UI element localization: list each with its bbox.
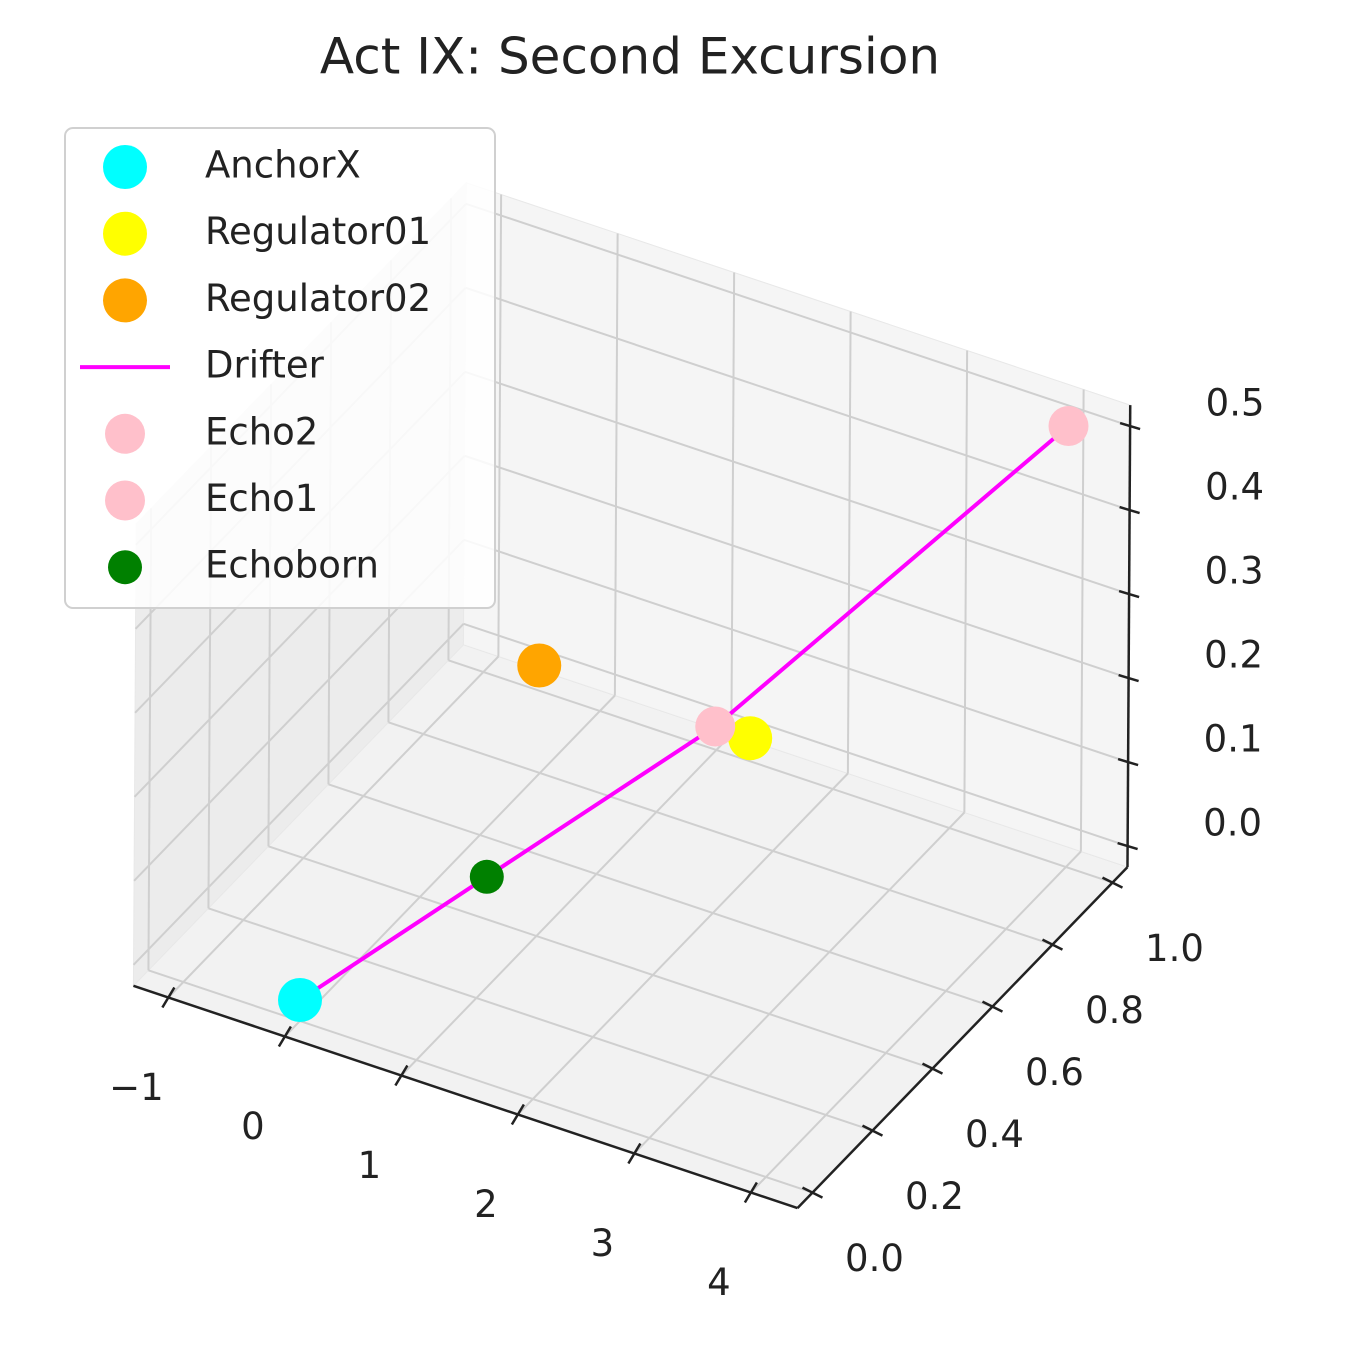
x-tick-mark	[394, 1064, 409, 1087]
y-tick-mark	[861, 1124, 884, 1137]
grid-line	[388, 721, 1053, 946]
grid-line	[148, 969, 813, 1194]
legend-marker	[103, 145, 147, 189]
chart-title: Act IX: Second Excursion	[320, 28, 940, 86]
legend-label: Drifter	[205, 344, 325, 387]
x-tick-label: 2	[474, 1183, 498, 1226]
y-tick-mark	[801, 1186, 824, 1199]
z-tick-mark	[1119, 505, 1140, 515]
grid-line	[208, 907, 873, 1132]
legend-marker	[105, 413, 145, 454]
grid-line	[517, 772, 849, 1116]
grid-line	[497, 194, 503, 657]
y-tick-label: 0.6	[1025, 1051, 1084, 1094]
legend-marker	[103, 211, 147, 256]
x-tick-mark	[161, 986, 176, 1009]
grid-line	[633, 811, 966, 1155]
grid-line	[463, 622, 1128, 848]
z-tick-label: 0.3	[1205, 550, 1264, 593]
y-tick-label: 1.0	[1145, 927, 1204, 970]
legend-label: Echo1	[205, 477, 318, 520]
legend-label: Regulator01	[205, 210, 431, 253]
x-tick-label: 4	[707, 1261, 731, 1304]
grid-line	[284, 694, 616, 1038]
y-tick-mark	[1041, 938, 1064, 951]
x-tick-label: 0	[241, 1105, 265, 1148]
grid-line	[400, 733, 733, 1077]
z-tick-mark	[1118, 589, 1140, 599]
point	[469, 859, 504, 894]
drift-line	[298, 424, 1070, 1002]
point	[1048, 406, 1089, 446]
x-tick-label: −1	[109, 1066, 164, 1109]
grid-line	[463, 538, 1129, 764]
x-axis	[133, 984, 798, 1210]
legend-box	[64, 127, 496, 609]
grid-line	[750, 850, 1082, 1194]
x-tick-mark	[743, 1181, 758, 1204]
y-tick-label: 0.8	[1085, 989, 1144, 1032]
grid-line	[1079, 389, 1085, 852]
grid-line	[846, 311, 852, 774]
z-tick-label: 0.4	[1205, 466, 1264, 509]
legend-label: Regulator02	[205, 277, 431, 320]
grid-line	[448, 659, 1113, 884]
grid-line	[465, 202, 1131, 428]
grid-line	[963, 350, 969, 813]
legend-label: AnchorX	[205, 144, 361, 187]
z-tick-mark	[1117, 757, 1139, 767]
y-axis	[796, 866, 1129, 1209]
x-tick-label: 3	[591, 1222, 615, 1265]
y-tick-mark	[981, 1000, 1004, 1013]
z-tick-label: 0.0	[1203, 802, 1262, 845]
y-tick-label: 0.2	[905, 1175, 964, 1218]
y-tick-label: 0.4	[965, 1113, 1024, 1156]
point	[728, 716, 773, 761]
z-tick-label: 0.1	[1204, 718, 1263, 761]
grid-line	[465, 286, 1130, 512]
grid-line	[132, 623, 465, 966]
grid-line	[268, 845, 933, 1070]
z-tick-mark	[1118, 673, 1139, 683]
y-tick-mark	[1101, 876, 1124, 889]
grid-line	[328, 783, 993, 1008]
legend-marker	[108, 550, 142, 585]
z-tick-mark	[1117, 841, 1138, 851]
y-tick-mark	[921, 1062, 944, 1075]
x-tick-mark	[277, 1025, 292, 1048]
legend: AnchorX Regulator01 Regulator02 Drifter Echo…	[64, 127, 496, 609]
legend-marker	[103, 278, 147, 323]
point	[517, 643, 562, 688]
grid-line	[464, 370, 1130, 596]
y-tick-label: 0.0	[845, 1237, 904, 1280]
legend-label: Echo2	[205, 410, 318, 453]
z-tick-mark	[1119, 421, 1141, 431]
x-tick-mark	[510, 1103, 525, 1126]
legend-label: Echoborn	[205, 544, 379, 587]
grid-line	[464, 454, 1129, 680]
legend-marker	[105, 480, 145, 521]
z-tick-label: 0.2	[1204, 634, 1263, 677]
point	[278, 978, 322, 1022]
grid-line	[613, 233, 619, 696]
z-tick-label: 0.5	[1206, 382, 1265, 425]
grid-line	[167, 655, 500, 999]
grid-line	[730, 272, 736, 735]
x-tick-mark	[627, 1142, 642, 1165]
z-axis	[1126, 405, 1132, 868]
point	[695, 706, 736, 747]
x-tick-label: 1	[358, 1144, 382, 1187]
